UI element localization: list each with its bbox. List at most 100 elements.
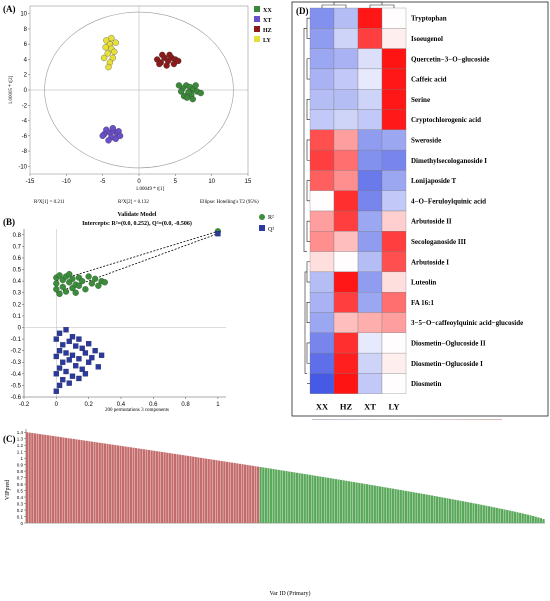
- row-label: Cryptochlorogenic acid: [411, 116, 481, 124]
- legend-swatch-XT: [254, 16, 260, 22]
- vip-bar: [303, 474, 306, 523]
- point-LY: [112, 39, 119, 46]
- hotelling-ellipse: [44, 11, 234, 169]
- q2-point: [69, 352, 76, 358]
- y-tick-label: 4: [24, 57, 28, 63]
- y-tick-label: 0: [18, 325, 22, 331]
- y-tick-label: 2: [24, 73, 28, 79]
- vip-bar: [371, 485, 374, 523]
- dendro-branch: [333, 1, 383, 5]
- footer-ellipse: Ellipse: Hotelling's T2 (95%): [200, 200, 259, 205]
- q2-point: [60, 342, 66, 348]
- vip-bar-chart: (C) VIPpred Var ID (Primary) 00.1 0.20.3 0…: [3, 429, 545, 597]
- point-HZ: [163, 62, 170, 69]
- y-tick-label: 1.4: [17, 430, 24, 435]
- point-HZ: [170, 60, 178, 68]
- vip-bar: [41, 434, 44, 523]
- vip-bar: [529, 515, 532, 523]
- r2-point: [101, 279, 108, 286]
- vip-bar: [129, 447, 133, 523]
- x-tick-label: -10: [62, 179, 71, 185]
- vip-bar: [160, 451, 164, 523]
- vip-bar: [402, 490, 405, 523]
- vip-bar: [150, 450, 153, 523]
- vip-bar: [311, 475, 314, 523]
- dendro-branch: [306, 342, 310, 364]
- vip-bar: [137, 448, 140, 523]
- q2-point: [79, 366, 85, 372]
- dendro-branch: [306, 302, 310, 323]
- q2-point: [60, 376, 66, 383]
- q2-point: [76, 375, 82, 382]
- dendro-branch: [306, 17, 310, 39]
- heatmap-cell: [357, 332, 383, 354]
- heatmap-cell: [333, 231, 359, 252]
- point-HZ: [156, 60, 163, 68]
- heatmap: (D) Tryptophan Isoeugenol Quercetin−3−O−gl…: [291, 1, 549, 420]
- r2-point: [56, 290, 63, 298]
- q2-point: [66, 357, 72, 363]
- vip-bar: [386, 487, 389, 523]
- heatmap-cell: [357, 7, 383, 29]
- heatmap-cell: [357, 28, 383, 49]
- vip-bar: [288, 471, 291, 523]
- heatmap-cell: [333, 68, 359, 90]
- vip-bar: [454, 499, 457, 523]
- vip-bar: [179, 454, 182, 523]
- heatmap-cell: [357, 312, 383, 333]
- vip-bar: [295, 472, 299, 523]
- vip-bar: [324, 477, 327, 523]
- vip-bar: [57, 436, 60, 523]
- heatmap-cell: [309, 352, 335, 374]
- q2-point: [76, 336, 82, 342]
- heatmap-cell: [309, 170, 335, 191]
- footer-r2x2: R²X[2] = 0.132: [118, 199, 149, 205]
- vip-bar: [373, 485, 376, 523]
- vip-bar: [443, 497, 447, 523]
- validate-subtitle: Intercepts: R²=(0.0, 0.252), Q²=(0.0, -0…: [82, 220, 192, 227]
- heatmap-cell: [309, 149, 335, 171]
- y-tick-label: 0.6: [17, 482, 24, 487]
- vip-bar: [238, 463, 241, 523]
- y-tick-label: -0.3: [11, 360, 22, 366]
- q2-point: [82, 371, 89, 377]
- vip-bar: [532, 515, 535, 523]
- vip-bar: [140, 448, 143, 523]
- point-HZ: [175, 57, 182, 65]
- vip-bar: [493, 507, 496, 523]
- q2-point: [63, 350, 69, 356]
- vip-bar: [249, 465, 252, 523]
- column-label-LY: LY: [388, 402, 399, 412]
- vip-bar: [363, 483, 366, 523]
- q2-point: [69, 373, 76, 379]
- q2-point: [85, 359, 92, 365]
- vip-bar: [417, 493, 421, 523]
- legend-swatch-HZ: [254, 26, 260, 32]
- vip-bar: [212, 459, 216, 523]
- vip-bar: [231, 462, 234, 523]
- y-tick-label: 0.2: [13, 302, 22, 308]
- heatmap-cell: [357, 210, 383, 232]
- vip-bar: [415, 492, 418, 523]
- y-tick-label: 10: [20, 12, 27, 18]
- point-LY: [109, 54, 116, 62]
- legend-r2-label: R²: [268, 215, 274, 221]
- dendro-branch: [306, 139, 310, 161]
- vip-bar: [467, 502, 470, 523]
- legend-r2-marker: [259, 214, 265, 220]
- vip-bar: [485, 505, 488, 523]
- y-tick-label: -4: [22, 119, 28, 125]
- heatmap-cell: [357, 149, 383, 171]
- series-Q²: [53, 327, 105, 394]
- heatmap-cell: [381, 129, 407, 151]
- r2-point: [62, 288, 70, 295]
- heatmap-cell: [333, 352, 359, 374]
- row-label: Dimethylsecologanoside I: [411, 157, 487, 165]
- vip-bar: [210, 459, 213, 523]
- q2-point: [53, 336, 59, 342]
- r2-point: [79, 277, 86, 285]
- vip-bar: [192, 456, 195, 523]
- row-label: Serine: [411, 96, 430, 104]
- vip-bar: [407, 491, 410, 523]
- point-XT: [109, 125, 116, 132]
